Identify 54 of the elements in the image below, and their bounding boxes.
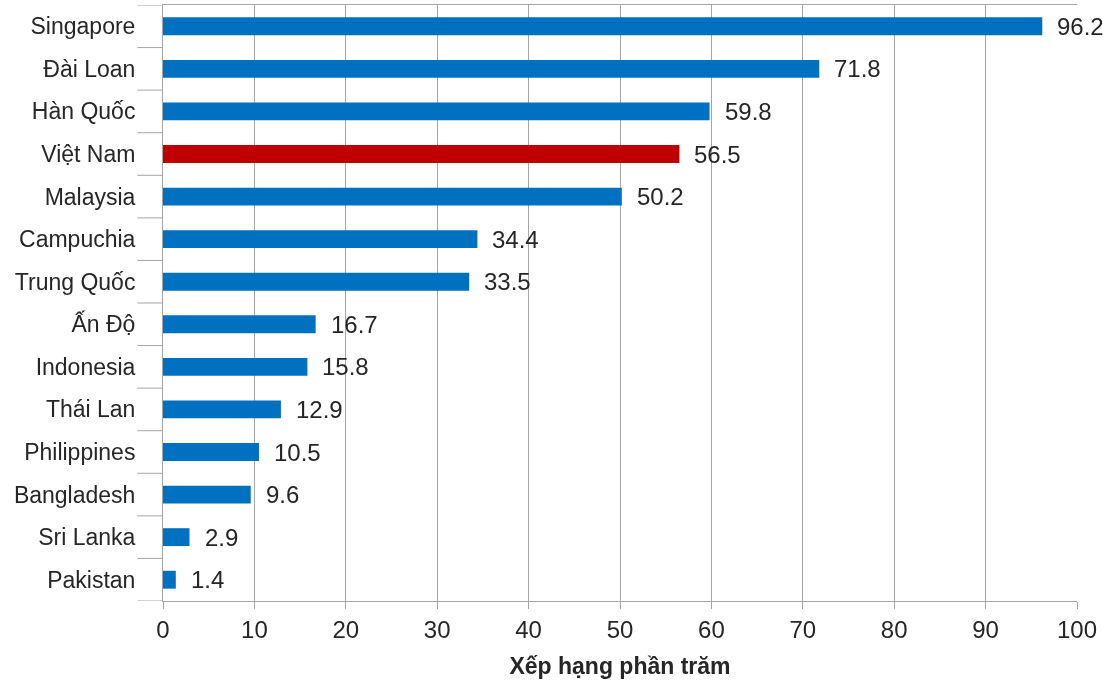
bar — [163, 443, 259, 461]
bar — [163, 485, 251, 504]
bar — [163, 272, 470, 291]
bar — [163, 315, 316, 334]
data-label: 9.6 — [266, 481, 300, 508]
bar — [163, 357, 308, 376]
bar — [163, 528, 190, 547]
data-label: 15.8 — [322, 353, 369, 380]
data-label: 56.5 — [694, 141, 741, 168]
y-tick-label: Campuchia — [19, 226, 136, 253]
data-label: 96.2 — [1057, 13, 1103, 40]
x-tick-label: 70 — [789, 615, 817, 643]
x-tick-label: 50 — [606, 615, 634, 643]
data-label: 2.9 — [205, 524, 239, 551]
y-tick-label: Indonesia — [35, 353, 136, 380]
x-tick-label: 40 — [515, 615, 542, 643]
data-label: 50.2 — [637, 183, 684, 210]
data-label: 16.7 — [331, 311, 378, 338]
y-tick-label: Bangladesh — [13, 481, 136, 508]
y-tick-label: Trung Quốc — [14, 268, 136, 295]
bar — [163, 570, 176, 589]
y-tick-label: Đài Loan — [43, 55, 136, 82]
bar — [163, 400, 281, 419]
data-label: 1.4 — [191, 566, 225, 593]
y-tick-label: Việt Nam — [41, 141, 136, 168]
y-tick-label: Hàn Quốc — [31, 98, 136, 125]
y-tick-label: Thái Lan — [45, 396, 136, 423]
y-tick-label: Pakistan — [47, 566, 136, 593]
bar — [163, 145, 680, 163]
x-tick-label: 10 — [241, 615, 268, 643]
x-tick-label: 60 — [698, 615, 725, 643]
x-tick-label: 20 — [332, 615, 360, 643]
y-tick-label: Philippines — [24, 439, 136, 466]
data-label: 71.8 — [834, 55, 881, 82]
bar — [163, 59, 820, 78]
y-tick-label: Singapore — [30, 13, 136, 40]
data-label: 34.4 — [492, 226, 539, 253]
data-label: 12.9 — [296, 396, 343, 423]
y-tick-label: Sri Lanka — [38, 524, 136, 551]
x-tick-label: 80 — [880, 615, 908, 643]
x-tick-label: 0 — [156, 615, 170, 643]
y-tick-label: Malaysia — [44, 183, 136, 210]
x-tick-label: 90 — [972, 615, 999, 643]
y-tick-label: Ấn Độ — [71, 310, 136, 338]
x-tick-label: 30 — [423, 615, 451, 643]
data-label: 33.5 — [484, 268, 531, 295]
x-axis-title: Xếp hạng phần trăm — [509, 653, 731, 680]
bar — [163, 17, 1043, 36]
bar — [163, 187, 622, 206]
data-label: 59.8 — [725, 98, 772, 125]
bar — [163, 230, 478, 249]
data-label: 10.5 — [274, 439, 321, 466]
x-tick-label: 100 — [1056, 615, 1098, 643]
bar — [163, 102, 710, 121]
